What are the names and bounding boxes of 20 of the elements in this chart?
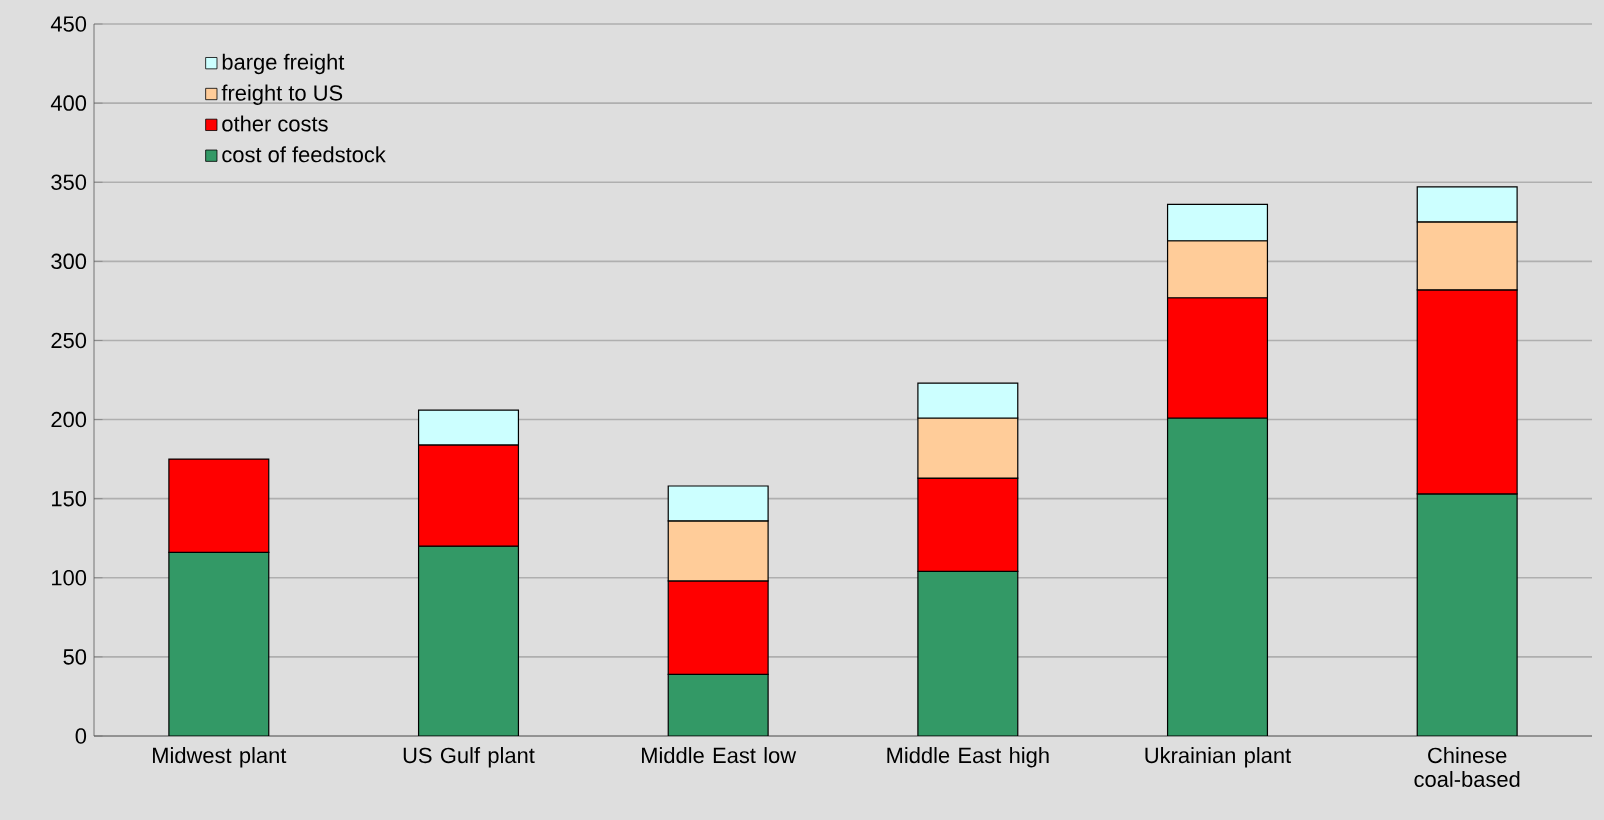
y-tick-label: 400 — [50, 95, 87, 111]
x-tick-label: Middle East low — [642, 747, 797, 764]
legend-label: cost of feedstock — [222, 146, 386, 163]
y-tick-label: 250 — [51, 332, 87, 349]
y-tick-label: 350 — [51, 174, 87, 190]
y-tick-label: 150 — [52, 490, 87, 507]
x-tick-label: Chinese coal-based — [1414, 747, 1520, 788]
x-tick-label: US Gulf plant — [403, 747, 535, 768]
x-tick-label: Midwest plant — [153, 747, 287, 768]
legend-label: freight to US — [221, 84, 343, 105]
legend-label: barge freight — [222, 53, 345, 75]
y-tick-label: 50 — [63, 649, 87, 665]
y-tick-label: 200 — [51, 411, 87, 428]
y-tick-label: 450 — [50, 16, 87, 32]
y-tick-label: 300 — [51, 253, 87, 270]
y-tick-label: 100 — [52, 570, 87, 586]
x-tick-label: Ukrainian plant — [1145, 747, 1292, 768]
x-tick-label: Middle East high — [887, 747, 1049, 768]
y-tick-label: 0 — [75, 728, 87, 744]
legend-label: other costs — [222, 115, 328, 132]
